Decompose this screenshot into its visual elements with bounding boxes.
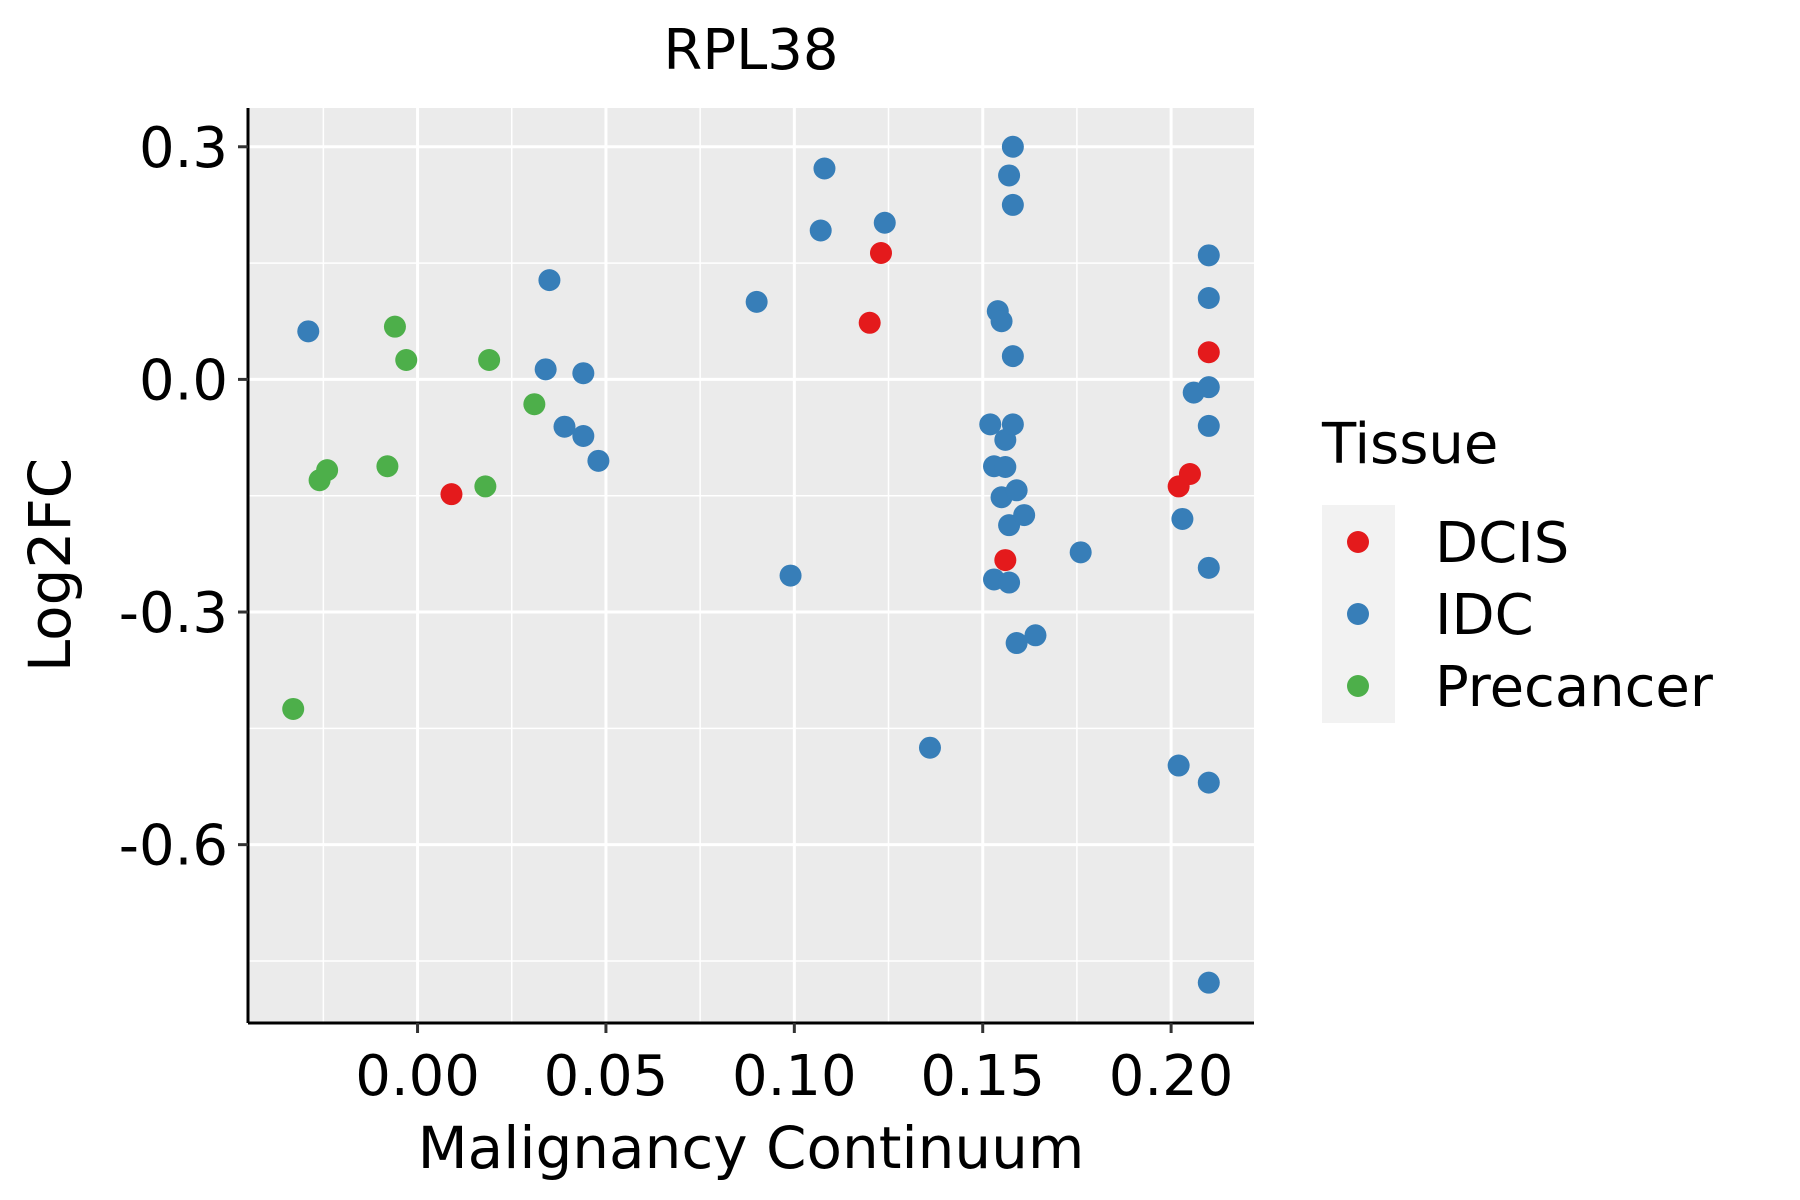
point-idc [1167, 754, 1190, 777]
point-idc [1197, 771, 1220, 794]
point-precancer [395, 349, 418, 372]
point-idc [1197, 971, 1220, 994]
grid-major [248, 108, 1254, 1023]
legend-label-idc: IDC [1435, 583, 1534, 648]
axis-ticks [238, 145, 1173, 1033]
point-idc [1001, 345, 1024, 368]
legend-label-precancer: Precancer [1435, 655, 1714, 720]
point-idc [1024, 624, 1047, 647]
point-idc [1001, 413, 1024, 436]
point-idc [538, 269, 561, 292]
point-idc [1069, 541, 1092, 564]
y-tick-label: -0.3 [119, 581, 228, 646]
legend-label-dcis: DCIS [1435, 511, 1569, 576]
point-idc [587, 449, 610, 472]
point-idc [1197, 286, 1220, 309]
point-idc [813, 157, 836, 180]
point-precancer [523, 393, 546, 416]
point-idc [998, 164, 1021, 187]
legend: Tissue DCIS IDC Precancer [1321, 412, 1714, 723]
point-idc [553, 415, 576, 438]
legend-title: Tissue [1321, 412, 1498, 477]
point-idc [990, 310, 1013, 333]
point-idc [1001, 135, 1024, 158]
point-precancer [474, 475, 497, 498]
point-idc [1171, 507, 1194, 530]
point-idc [779, 564, 802, 587]
y-tick-label: -0.6 [119, 814, 228, 879]
point-idc [918, 736, 941, 759]
point-precancer [282, 697, 305, 720]
point-dcis [994, 549, 1017, 572]
x-tick-labels: 0.00 0.05 0.10 0.15 0.20 [355, 1044, 1233, 1109]
point-dcis [1178, 463, 1201, 485]
point-precancer [316, 459, 339, 482]
point-idc [979, 413, 1002, 436]
point-precancer [478, 349, 501, 372]
x-tick-label: 0.20 [1109, 1044, 1234, 1109]
point-precancer [376, 455, 399, 478]
point-idc [1197, 414, 1220, 437]
plot-panel [248, 108, 1254, 1023]
point-idc [1013, 504, 1036, 527]
x-tick-label: 0.15 [920, 1044, 1045, 1109]
x-tick-label: 0.10 [732, 1044, 857, 1109]
chart-title: RPL38 [663, 18, 838, 83]
legend-entries: DCIS IDC Precancer [1347, 511, 1714, 720]
y-tick-labels: 0.3 0.0 -0.3 -0.6 [119, 116, 228, 879]
legend-key-dcis [1347, 531, 1369, 553]
y-tick-label: 0.3 [139, 116, 228, 181]
point-idc [745, 290, 768, 313]
point-dcis [858, 311, 881, 334]
point-idc [572, 362, 595, 385]
point-idc [1197, 556, 1220, 579]
y-tick-label: 0.0 [139, 348, 228, 413]
point-idc [572, 425, 595, 448]
point-idc [1197, 244, 1220, 267]
point-idc [1001, 193, 1024, 216]
point-idc [998, 571, 1021, 594]
point-idc [873, 211, 896, 234]
data-points [282, 135, 1220, 994]
x-tick-label: 0.00 [355, 1044, 480, 1109]
x-tick-label: 0.05 [544, 1044, 669, 1109]
point-idc [1005, 479, 1028, 502]
point-dcis [1197, 341, 1220, 364]
x-axis-title: Malignancy Continuum [418, 1114, 1085, 1182]
point-idc [1005, 632, 1028, 655]
point-dcis [869, 242, 892, 265]
point-idc [534, 358, 557, 381]
point-precancer [383, 315, 406, 338]
point-dcis [440, 483, 463, 506]
point-idc [1197, 376, 1220, 399]
point-idc [994, 456, 1017, 479]
legend-key-precancer [1347, 675, 1369, 697]
y-axis-title: Log2FC [16, 458, 84, 672]
point-idc [297, 320, 320, 343]
legend-key-idc [1347, 603, 1369, 625]
point-idc [809, 219, 832, 242]
